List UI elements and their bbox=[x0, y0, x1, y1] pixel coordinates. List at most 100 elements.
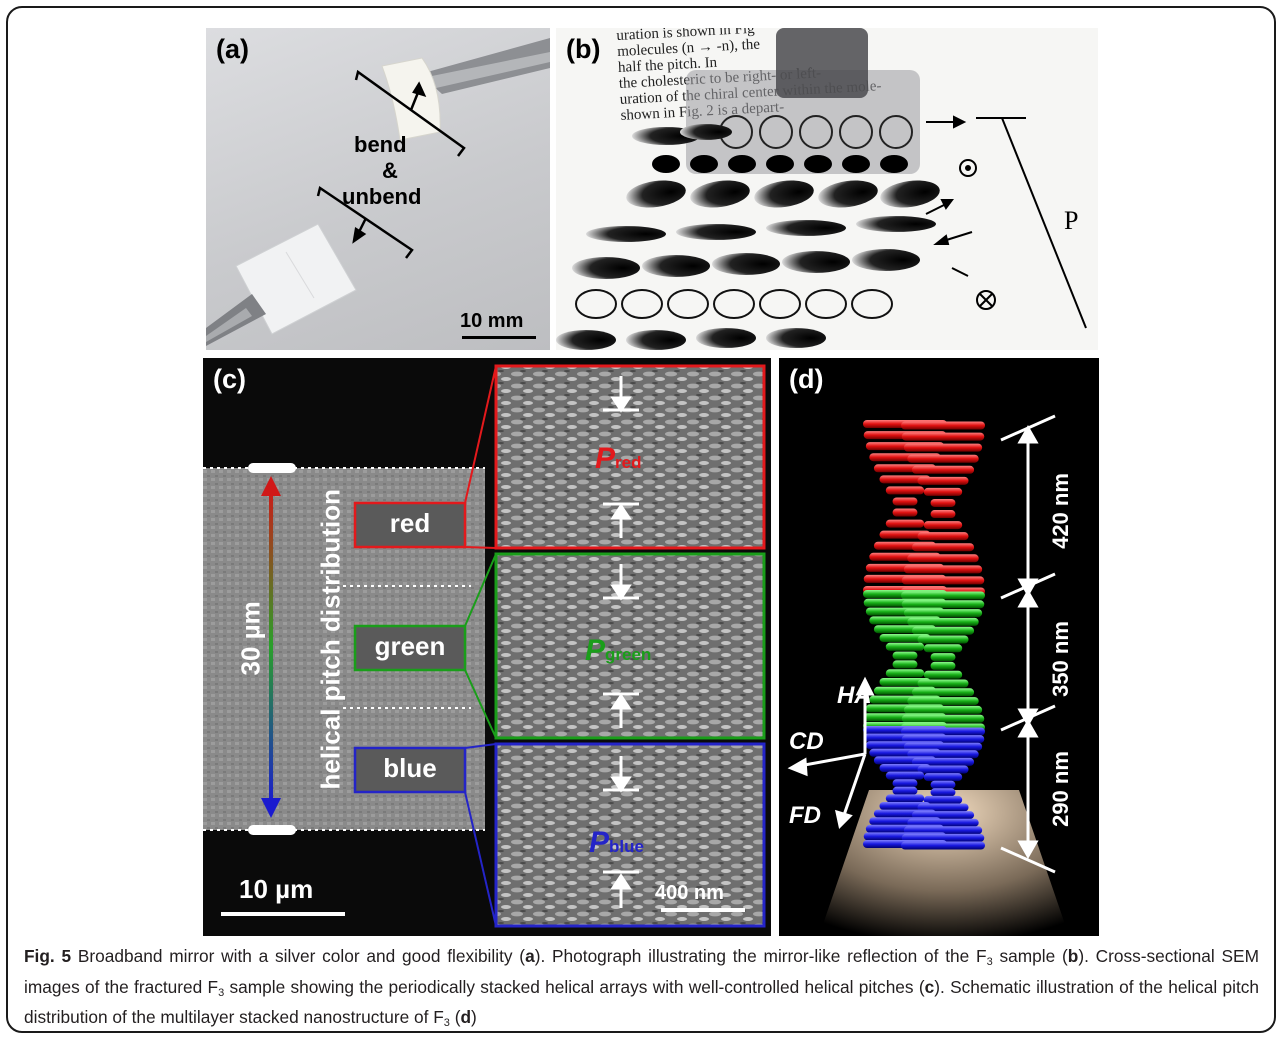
panel-c-sem: (c) 30 µm helical pitch distribution red… bbox=[203, 358, 771, 936]
helix-rod bbox=[901, 841, 985, 850]
helix-rod bbox=[903, 742, 983, 751]
helix-rod bbox=[907, 818, 979, 827]
flexible-film-illustration bbox=[206, 38, 550, 346]
helix-rod bbox=[892, 779, 918, 788]
helix-rod bbox=[923, 487, 963, 496]
axis-fd-label: FD bbox=[789, 802, 821, 829]
helix-rod bbox=[911, 465, 975, 474]
panel-b-label: (b) bbox=[566, 34, 601, 64]
pitch-markers bbox=[603, 376, 639, 908]
scale-bar-c-label: 10 µm bbox=[239, 874, 314, 904]
axis-ha-label: HA bbox=[837, 682, 872, 709]
helix-rod bbox=[901, 576, 985, 585]
bend-bracket-upper bbox=[354, 69, 466, 157]
ellipse-row-2 bbox=[626, 180, 940, 208]
helix-rod bbox=[885, 794, 925, 803]
helix-rod bbox=[930, 788, 956, 797]
scale-bar-a bbox=[462, 336, 536, 339]
helix-rod bbox=[901, 421, 985, 430]
panel-d-schematic: (d) HA CD FD 420 nm 350 nm 290 nm bbox=[779, 358, 1099, 936]
helix-rod bbox=[885, 642, 925, 651]
helix-rod bbox=[907, 697, 979, 706]
region-box-blue bbox=[353, 746, 467, 794]
helix-rod bbox=[930, 780, 956, 789]
circles-top-row bbox=[719, 115, 913, 149]
helix-rod bbox=[923, 773, 963, 782]
pitch-arrows bbox=[1000, 414, 1056, 874]
bend-label: bend bbox=[354, 132, 407, 157]
helix-rod bbox=[903, 609, 983, 618]
pitch-350-label: 350 nm bbox=[1048, 621, 1073, 697]
helix-rod bbox=[907, 750, 979, 759]
helix-rod bbox=[917, 635, 969, 644]
pitch-290-label: 290 nm bbox=[1048, 751, 1073, 827]
helical-pitch-label: helical pitch distribution bbox=[315, 489, 346, 790]
helix-rod bbox=[903, 443, 983, 452]
pitch-label-blue: Pblue bbox=[589, 826, 644, 859]
sem-composite bbox=[203, 364, 766, 928]
cholesteric-diagram bbox=[556, 28, 1087, 350]
thickness-arrow bbox=[269, 486, 273, 806]
scale-bar-inset bbox=[661, 908, 745, 912]
region-label-blue: blue bbox=[383, 753, 437, 783]
helix-rod bbox=[917, 803, 969, 812]
axis-cd-label: CD bbox=[789, 728, 824, 755]
helix-rod bbox=[917, 476, 969, 485]
helix-rod bbox=[911, 688, 975, 697]
helix-rod bbox=[901, 833, 985, 842]
ellipse-row-3 bbox=[586, 216, 936, 242]
helix-rod bbox=[930, 653, 956, 662]
helix-rod bbox=[892, 786, 918, 795]
pitch-420-label: 420 nm bbox=[1048, 473, 1073, 549]
helix-rod bbox=[923, 795, 963, 804]
helix-rod bbox=[923, 521, 963, 530]
helix-rod bbox=[892, 508, 918, 517]
figure-caption: Fig. 5 Broadband mirror with a silver co… bbox=[24, 946, 1259, 1030]
helix-rod bbox=[930, 661, 956, 670]
panel-b-photo: uration is shown in Fig molecules (n → -… bbox=[556, 28, 1098, 350]
helix-rod bbox=[907, 454, 979, 463]
helix-rod bbox=[907, 617, 979, 626]
helix-rod bbox=[911, 626, 975, 635]
top-interface bbox=[248, 463, 296, 473]
helix-rod bbox=[892, 660, 918, 669]
panel-c-label: (c) bbox=[213, 364, 246, 394]
helix-rod bbox=[901, 727, 985, 736]
holding-tweezers bbox=[776, 28, 868, 98]
pitch-label-green: Pgreen bbox=[585, 634, 652, 667]
helix-rod bbox=[907, 554, 979, 563]
sem-inset-blue bbox=[494, 742, 766, 928]
helix-rod bbox=[901, 591, 985, 600]
helix-rod bbox=[917, 532, 969, 541]
bend-bracket-lower bbox=[316, 185, 414, 259]
helix-rod bbox=[923, 670, 963, 679]
ellipse-row-1 bbox=[632, 124, 732, 145]
pitch-label-red: Pred bbox=[595, 442, 642, 475]
helix-rod bbox=[923, 644, 963, 653]
thickness-label: 30 µm bbox=[235, 601, 266, 676]
panel-d-label: (d) bbox=[789, 364, 824, 394]
helix-rod bbox=[917, 679, 969, 688]
unbend-label: unbend bbox=[342, 184, 422, 209]
axis-triad bbox=[787, 676, 875, 830]
helix-rod bbox=[911, 543, 975, 552]
helix-schematic bbox=[787, 414, 1069, 936]
dots-row bbox=[652, 155, 908, 173]
circles-bottom-row bbox=[575, 289, 893, 319]
figure-frame bbox=[6, 6, 1276, 1033]
region-box-red bbox=[353, 501, 467, 549]
pitch-symbol-b: P bbox=[1064, 206, 1079, 235]
panel-a-label: (a) bbox=[216, 34, 249, 64]
helix-rod bbox=[911, 757, 975, 766]
helix-rod bbox=[892, 651, 918, 660]
ellipse-row-4 bbox=[572, 249, 920, 279]
panel-a-photo: (a) bend & unbend 10 mm bbox=[206, 28, 550, 350]
bent-film bbox=[381, 57, 441, 141]
helix-rod bbox=[903, 826, 983, 835]
region-box-green bbox=[353, 624, 467, 672]
caption-fig-label: Fig. 5 bbox=[24, 946, 72, 966]
helix-rod bbox=[911, 811, 975, 820]
helix-rod bbox=[917, 765, 969, 774]
helix-rod bbox=[901, 735, 985, 744]
region-label-green: green bbox=[374, 631, 446, 661]
